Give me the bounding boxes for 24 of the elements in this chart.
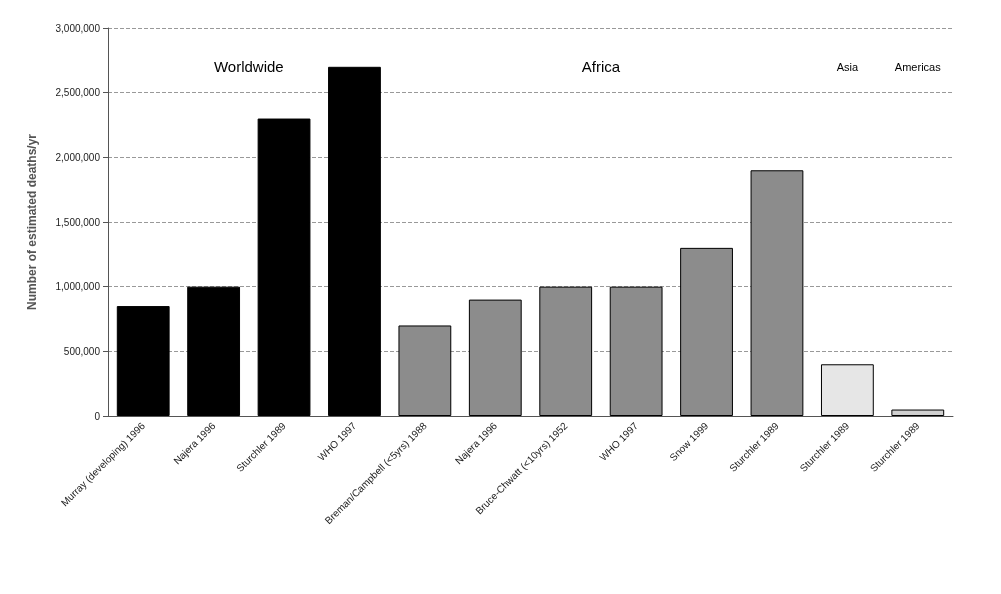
bar [680, 247, 733, 416]
bar [609, 286, 663, 416]
bar [750, 170, 804, 416]
y-tick-label: 1,500,000 [55, 216, 101, 228]
y-axis-title: Number of estimated deaths/yr [25, 133, 39, 311]
annotation: Americas [894, 60, 942, 73]
y-tick-label: 500,000 [63, 345, 101, 357]
y-tick-label: 3,000,000 [55, 22, 101, 34]
bar [468, 299, 522, 416]
bar [328, 66, 381, 416]
y-tick-label: 2,500,000 [55, 87, 101, 99]
bar [398, 325, 452, 416]
bar [539, 286, 593, 416]
bar [891, 409, 945, 416]
y-tick-label: 1,000,000 [55, 281, 101, 293]
bar [187, 286, 241, 416]
y-tick-label: 0 [94, 410, 101, 422]
annotation: Africa [581, 58, 621, 76]
annotation: Asia [836, 60, 859, 73]
y-tick-label: 2,000,000 [55, 151, 101, 163]
bar [257, 118, 311, 416]
bar [116, 306, 170, 416]
annotation: Worldwide [213, 58, 284, 76]
bar [820, 364, 874, 416]
